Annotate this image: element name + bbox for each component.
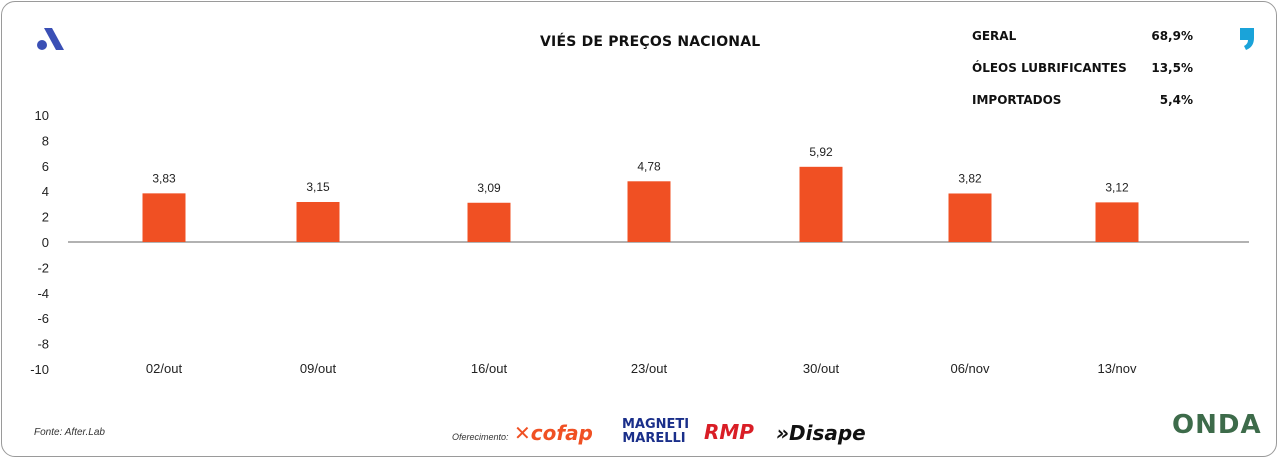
comma-logo-icon: [1240, 28, 1254, 50]
data-label: 4,78: [637, 159, 661, 173]
bar: [142, 193, 186, 242]
disape-logo: »Disape: [776, 421, 866, 445]
y-tick-label: -8: [37, 337, 49, 352]
data-label: 3,09: [477, 181, 501, 195]
y-tick-label: -6: [37, 311, 49, 326]
bar: [799, 166, 843, 242]
y-tick-label: 10: [35, 108, 49, 123]
onda-logo: ONDA: [1172, 410, 1262, 440]
magneti-marelli-logo: MAGNETI MARELLI: [622, 417, 690, 446]
legend-value-geral: 68,9%: [1151, 29, 1193, 43]
x-tick-label: 30/out: [803, 361, 840, 376]
sponsor-label: Oferecimento:: [452, 432, 509, 442]
x-tick-label: 02/out: [146, 361, 183, 376]
x-tick-label: 13/nov: [1097, 361, 1137, 376]
source-note: Fonte: After.Lab: [34, 427, 105, 438]
legend-label-importados: IMPORTADOS: [972, 93, 1062, 107]
bar: [627, 181, 671, 242]
x-tick-label: 09/out: [300, 361, 337, 376]
cofap-x-icon: ✕: [514, 421, 531, 445]
data-label: 3,15: [306, 180, 330, 194]
legend-value-importados: 5,4%: [1159, 93, 1193, 107]
y-tick-label: -4: [37, 286, 49, 301]
chart-title: VIÉS DE PREÇOS NACIONAL: [540, 34, 761, 50]
y-tick-label: -2: [37, 260, 49, 275]
y-tick-label: 6: [42, 159, 49, 174]
y-tick-label: 2: [42, 210, 49, 225]
a-logo-icon: [37, 28, 64, 50]
x-tick-label: 06/nov: [950, 361, 990, 376]
legend-value-oleos: 13,5%: [1151, 61, 1193, 75]
rmp-logo: RMP: [704, 420, 754, 444]
y-tick-label: 8: [42, 133, 49, 148]
x-tick-label: 23/out: [631, 361, 668, 376]
y-tick-label: -10: [30, 362, 49, 377]
bar: [296, 201, 340, 242]
legend-label-geral: GERAL: [972, 29, 1017, 43]
cofap-logo: ✕cofap: [514, 421, 593, 445]
bar: [1095, 202, 1139, 242]
legend-label-oleos: ÓLEOS LUBRIFICANTES: [972, 61, 1127, 75]
x-tick-label: 16/out: [471, 361, 508, 376]
data-label: 5,92: [809, 145, 833, 159]
data-label: 3,82: [958, 171, 982, 185]
data-label: 3,12: [1105, 180, 1129, 194]
y-tick-label: 4: [42, 184, 49, 199]
y-tick-label: 0: [42, 235, 49, 250]
data-label: 3,83: [152, 171, 176, 185]
bar: [467, 202, 511, 242]
bar-chart: 10 8 6 4 2 0 -2 -4 -6 -8 -10 3,83 02/out 3,15 09/out 3,…: [30, 108, 1249, 377]
bar: [948, 193, 992, 242]
